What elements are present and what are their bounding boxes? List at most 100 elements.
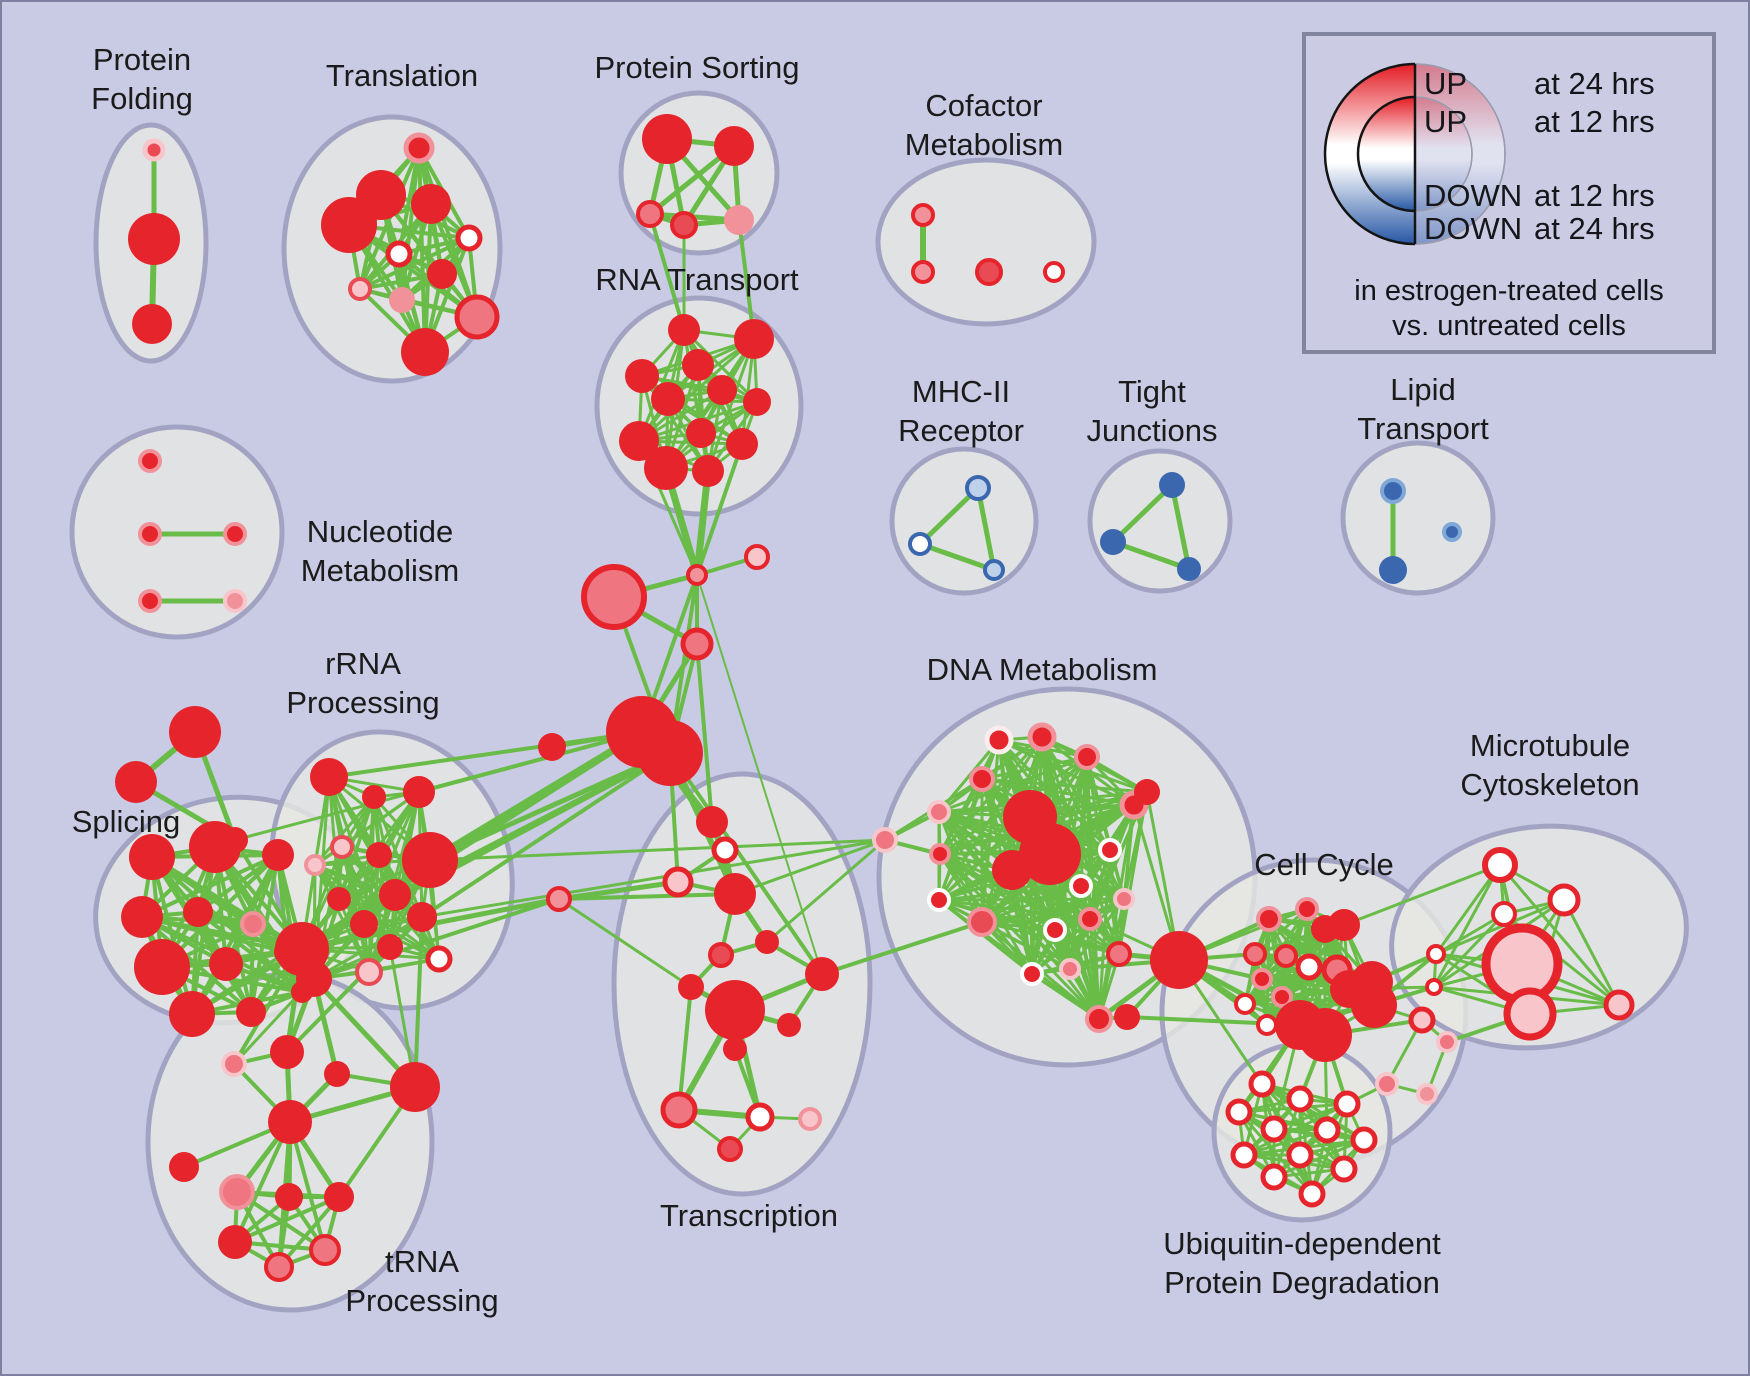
network-edge (917, 541, 997, 573)
network-edge (1085, 755, 1101, 1021)
gene-node (262, 839, 294, 871)
gene-node (1286, 1085, 1314, 1113)
gene-node (1074, 744, 1100, 770)
gene-node (115, 761, 157, 803)
gene-node (743, 388, 771, 416)
gene-node (1547, 883, 1581, 917)
gene-node (403, 776, 435, 808)
gene-node (1271, 986, 1293, 1008)
network-edge (420, 751, 672, 919)
gene-node (805, 957, 839, 991)
gene-node (984, 725, 1014, 755)
gene-node (327, 887, 351, 911)
gene-node (389, 287, 415, 313)
gene-node (1426, 944, 1446, 964)
network-edge (696, 574, 823, 975)
gene-node (745, 1102, 775, 1132)
legend-updown-wheel-icon (1323, 62, 1506, 246)
gene-node (1416, 1083, 1438, 1105)
network-edge (1434, 912, 1506, 956)
gene-node (1313, 1116, 1341, 1144)
gene-node (642, 114, 692, 164)
gene-node (309, 1234, 341, 1266)
network-edge (1432, 863, 1502, 989)
gene-node (723, 1037, 747, 1061)
gene-node (1078, 907, 1102, 931)
gene-node (705, 980, 765, 1040)
network-edge (1079, 884, 1101, 1021)
gene-node (1295, 897, 1319, 921)
gene-node (707, 375, 737, 405)
gene-node (1150, 931, 1208, 989)
gene-node (403, 132, 435, 164)
gene-node (1043, 918, 1067, 942)
gene-node (872, 827, 898, 853)
legend-time-label: at 12 hrs (1534, 104, 1655, 139)
gene-node (138, 522, 162, 546)
gene-node (692, 455, 724, 487)
gene-node (377, 934, 403, 960)
gene-node (128, 213, 180, 265)
cluster-label-protein-folding: Protein Folding (91, 42, 193, 116)
gene-node (911, 260, 935, 284)
gene-node (1243, 942, 1267, 966)
cluster-label-mhc-ii-receptor: MHC-II Receptor (898, 374, 1024, 448)
gene-node (1256, 906, 1282, 932)
gene-node (138, 589, 162, 613)
gene-node (1260, 1115, 1288, 1143)
network-edge (557, 892, 737, 901)
network-edge (695, 442, 744, 577)
gene-node (619, 421, 659, 461)
gene-node (927, 800, 951, 824)
network-edge (980, 917, 1092, 924)
network-edge (288, 1120, 327, 1252)
gene-node (219, 1174, 255, 1210)
gene-node (678, 974, 704, 1000)
gene-node (427, 259, 457, 289)
network-edge (1434, 863, 1502, 956)
gene-node (189, 821, 241, 873)
gene-node (1503, 987, 1557, 1041)
gene-node (379, 879, 411, 911)
gene-node (546, 886, 572, 912)
gene-node (324, 1061, 350, 1087)
gene-node (1230, 1141, 1258, 1169)
legend-direction-label: UP (1424, 66, 1468, 101)
gene-node (798, 1107, 822, 1131)
gene-node (1298, 1008, 1352, 1062)
gene-node (929, 843, 951, 865)
gene-node (221, 1051, 247, 1077)
gene-node (129, 834, 175, 880)
gene-node (636, 200, 664, 228)
legend-time-label: at 24 hrs (1534, 211, 1655, 246)
legend-row-up-24: UP at 24 hrs (1306, 66, 1712, 104)
gene-node (1375, 1072, 1399, 1096)
gene-node (777, 1013, 801, 1037)
cluster-label-cell-cycle: Cell Cycle (1254, 847, 1394, 882)
gene-node (724, 205, 754, 235)
gene-node (969, 766, 995, 792)
gene-node (142, 138, 166, 162)
gene-node (1603, 989, 1635, 1021)
cluster-label-nucleotide-metabolism: Nucleotide Metabolism (300, 514, 460, 588)
gene-node (660, 1091, 698, 1129)
gene-node (310, 758, 348, 796)
gene-node (714, 873, 756, 915)
gene-node (1059, 958, 1081, 980)
gene-node (1491, 901, 1517, 927)
gene-node (1380, 478, 1406, 504)
network-edge (980, 755, 1089, 781)
network-edge (980, 848, 1112, 924)
gene-node (183, 897, 213, 927)
network-edge (938, 852, 1101, 1021)
gene-node (275, 1183, 303, 1211)
legend-time-label: at 12 hrs (1534, 178, 1655, 213)
gene-node (402, 832, 458, 888)
cluster-bubble (1340, 440, 1496, 596)
network-edge (733, 838, 887, 896)
gene-node (1286, 1141, 1314, 1169)
gene-node (1251, 968, 1273, 990)
network-edge (938, 852, 1057, 932)
gene-node (218, 1225, 252, 1259)
network-edge (1562, 898, 1621, 1007)
